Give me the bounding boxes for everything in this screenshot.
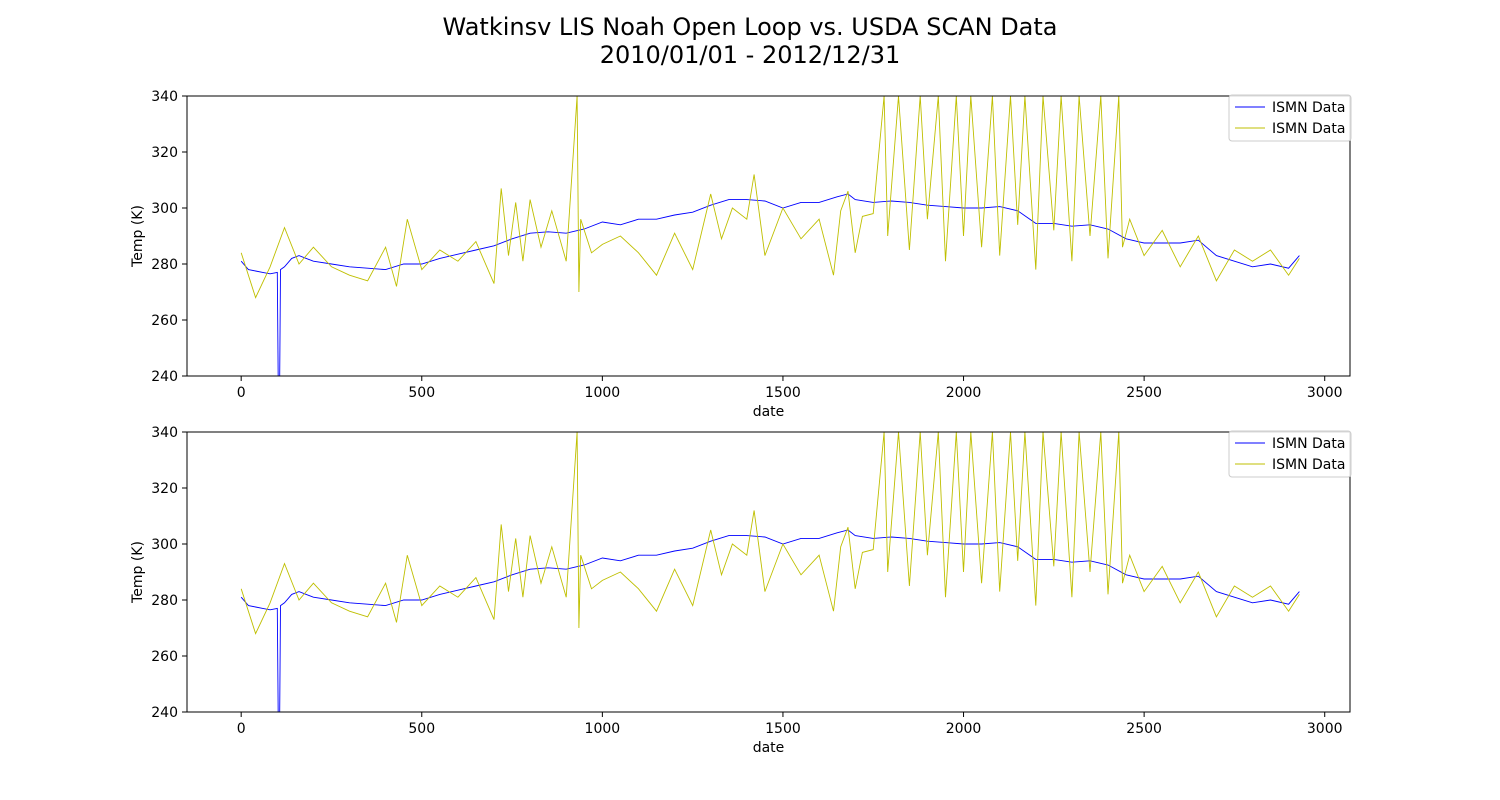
series-group [240, 432, 1300, 712]
series-line-yellow [240, 432, 1300, 635]
x-tick-label: 1000 [585, 721, 621, 737]
legend: ISMN Data ISMN Data [1228, 94, 1352, 142]
x-tick-label: 3000 [1307, 385, 1343, 401]
figure-title-line1: Watkinsv LIS Noah Open Loop vs. USDA SCA… [443, 13, 1058, 41]
axes-frame [186, 431, 1351, 713]
y-tick-label: 320 [151, 481, 178, 497]
series-group [240, 96, 1300, 376]
x-tick-label: 2000 [946, 385, 982, 401]
x-tick-label: 500 [408, 385, 435, 401]
x-tick-label: 2000 [946, 721, 982, 737]
y-tick-label: 300 [151, 201, 178, 217]
x-axis-label: date [753, 740, 785, 756]
x-tick-label: 500 [408, 721, 435, 737]
x-axis-label: date [753, 404, 785, 420]
legend-entry-label: ISMN Data [1272, 121, 1345, 137]
series-line-blue [240, 193, 1300, 376]
x-tick-label: 1500 [765, 385, 801, 401]
y-axis-label: Temp (K) [130, 205, 146, 268]
x-tick-label: 0 [237, 721, 246, 737]
y-tick-label: 260 [151, 313, 178, 329]
y-tick-label: 240 [151, 705, 178, 721]
x-tick-label: 1000 [585, 385, 621, 401]
series-line-yellow [240, 96, 1300, 299]
legend-entry-label: ISMN Data [1272, 436, 1345, 452]
x-tick-label: 1500 [765, 721, 801, 737]
y-tick-label: 240 [151, 369, 178, 385]
figure-title-line2: 2010/01/01 - 2012/12/31 [600, 41, 901, 69]
y-tick-label: 340 [151, 89, 178, 105]
x-tick-label: 2500 [1126, 721, 1162, 737]
x-tick-label: 3000 [1307, 721, 1343, 737]
legend-entry-label: ISMN Data [1272, 100, 1345, 116]
y-tick-label: 320 [151, 145, 178, 161]
x-tick-label: 0 [237, 385, 246, 401]
axes-frame [186, 95, 1351, 377]
y-axis-label: Temp (K) [130, 541, 146, 604]
y-tick-label: 280 [151, 257, 178, 273]
y-tick-label: 260 [151, 649, 178, 665]
series-line-blue [240, 529, 1300, 712]
legend-entry-label: ISMN Data [1272, 457, 1345, 473]
y-tick-label: 280 [151, 593, 178, 609]
chart-panel-bottom: 0 500 1000 1500 2000 2500 3000 240 260 280 300 320 3… [130, 425, 1352, 756]
x-tick-label: 2500 [1126, 385, 1162, 401]
legend: ISMN Data ISMN Data [1228, 430, 1352, 478]
y-tick-label: 340 [151, 425, 178, 441]
chart-panel-top: 0 500 1000 1500 2000 2500 3000 240 260 280 300 320 3… [130, 89, 1352, 420]
y-tick-label: 300 [151, 537, 178, 553]
